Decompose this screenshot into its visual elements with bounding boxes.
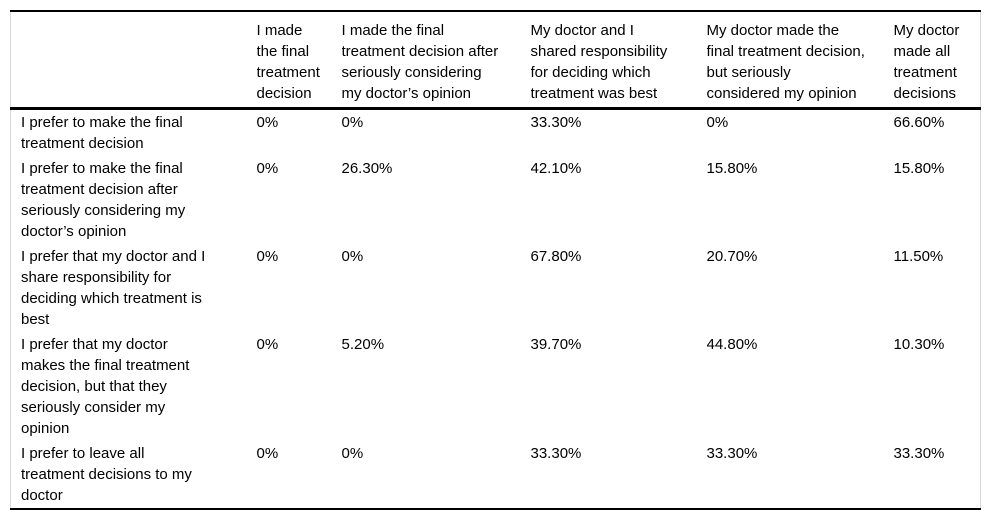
row-label: I prefer to leave all treatment decision… xyxy=(21,445,192,504)
row-label: I prefer that my doctor and I share resp… xyxy=(21,248,206,328)
percent-cell: 0% xyxy=(256,445,279,462)
percent-cell: 0% xyxy=(341,248,364,265)
percent-cell: 33.30% xyxy=(706,445,758,462)
column-header-i-made-final-decision: I made the final treatment decision xyxy=(256,11,342,110)
percent-cell: 67.80% xyxy=(530,248,582,265)
percent-cell: 20.70% xyxy=(706,248,758,265)
table-row: I prefer to make the final treatment dec… xyxy=(11,109,981,157)
percent-cell: 66.60% xyxy=(893,114,945,131)
treatment-decision-preferences-table: I made the final treatment decision I ma… xyxy=(10,10,981,510)
row-label: I prefer to make the final treatment dec… xyxy=(21,160,186,240)
percent-cell: 26.30% xyxy=(341,160,393,177)
row-label: I prefer to make the final treatment dec… xyxy=(21,114,183,152)
percent-cell: 0% xyxy=(256,114,279,131)
row-label: I prefer that my doctor makes the final … xyxy=(21,336,190,437)
blank-corner-cell xyxy=(10,11,257,110)
percent-cell: 33.30% xyxy=(893,445,945,462)
table-row: I prefer that my doctor and I share resp… xyxy=(11,244,981,332)
table-row: I prefer that my doctor makes the final … xyxy=(11,332,981,441)
percent-cell: 0% xyxy=(706,114,729,131)
percent-cell: 0% xyxy=(341,114,364,131)
percent-cell: 0% xyxy=(341,445,364,462)
percent-cell: 0% xyxy=(256,248,279,265)
percent-cell: 44.80% xyxy=(706,336,758,353)
percent-cell: 42.10% xyxy=(530,160,582,177)
percent-cell: 33.30% xyxy=(530,445,582,462)
column-header-i-made-decision-after-considering: I made the final treatment decision afte… xyxy=(341,11,531,110)
table-row: I prefer to make the final treatment dec… xyxy=(11,156,981,244)
percent-cell: 11.50% xyxy=(893,248,944,265)
percent-cell: 33.30% xyxy=(530,114,582,131)
column-header-doctor-made-decision-considered-opinion: My doctor made the final treatment decis… xyxy=(706,11,894,110)
treatment-decision-table-wrap: I made the final treatment decision I ma… xyxy=(10,10,981,510)
table-row: I prefer to leave all treatment decision… xyxy=(11,441,981,509)
header-row: I made the final treatment decision I ma… xyxy=(10,11,981,110)
percent-cell: 39.70% xyxy=(530,336,582,353)
percent-cell: 15.80% xyxy=(893,160,945,177)
percent-cell: 5.20% xyxy=(341,336,385,353)
column-header-shared-responsibility: My doctor and I shared responsibility fo… xyxy=(530,11,707,110)
column-header-doctor-made-all-decisions: My doctor made all treatment decisions xyxy=(893,11,981,110)
percent-cell: 10.30% xyxy=(893,336,945,353)
percent-cell: 0% xyxy=(256,336,279,353)
percent-cell: 15.80% xyxy=(706,160,758,177)
percent-cell: 0% xyxy=(256,160,279,177)
